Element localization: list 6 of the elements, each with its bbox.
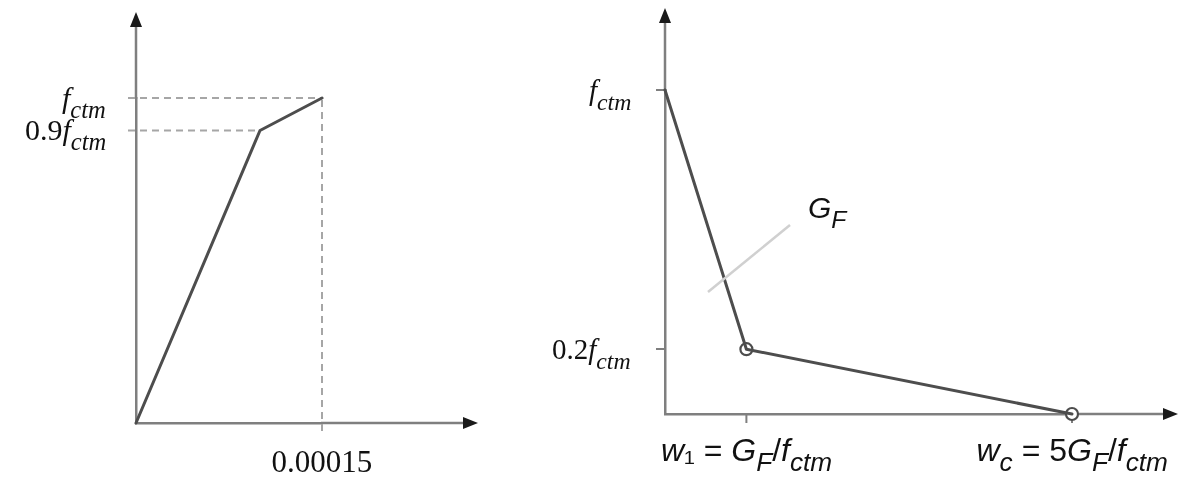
annotation: G$_{F}$ bbox=[808, 190, 847, 233]
text: 0.00015 bbox=[271, 444, 373, 480]
text: 0.2f$_{ctm}$ bbox=[552, 332, 631, 373]
x-tick-label: w₁ = G$_{F}$/f$_{ctm}$ bbox=[660, 432, 833, 478]
x-tick-label: w$_{c}$ = 5G$_{F}$/f$_{ctm}$ bbox=[976, 432, 1168, 478]
text: f$_{ctm}$ bbox=[589, 73, 632, 114]
